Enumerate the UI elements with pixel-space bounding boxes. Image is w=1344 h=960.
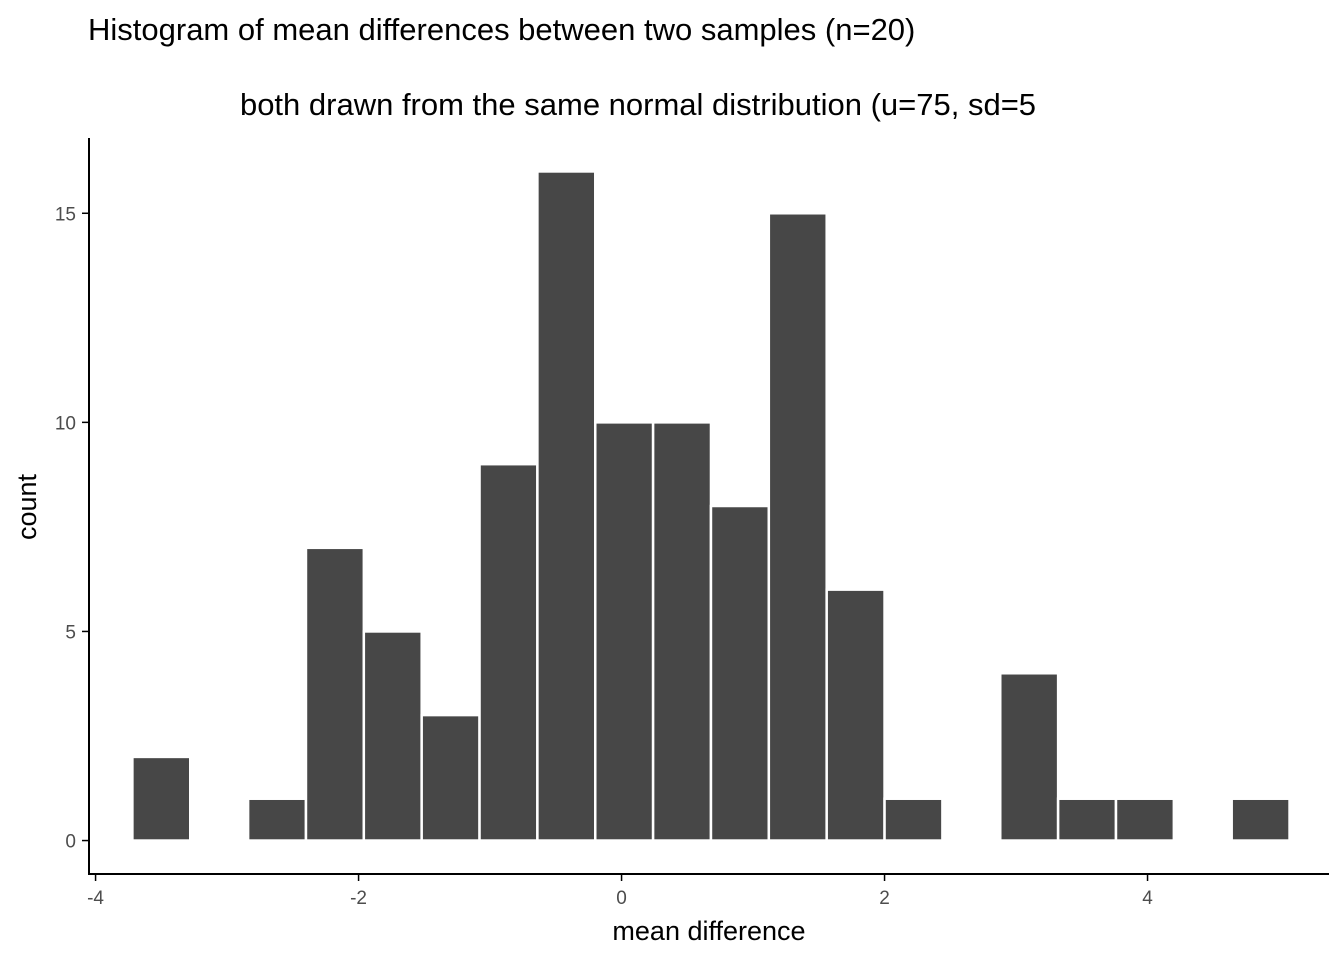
y-axis-ticks: 0 5 10 15: [55, 204, 89, 853]
histogram-bar-3: [304, 546, 366, 842]
y-axis-title: count: [12, 473, 42, 540]
chart-subtitle: both drawn from the same normal distribu…: [240, 87, 1036, 122]
histogram-bar-11: [767, 212, 828, 842]
histogram-bar-7: [536, 170, 597, 842]
histogram-bar-2: [246, 797, 308, 842]
histogram-bar-12: [825, 588, 886, 842]
x-tick-label-4: 4: [1142, 888, 1153, 909]
histogram-bar-6: [478, 462, 539, 842]
histogram-bar-13: [883, 797, 944, 842]
y-tick-label-5: 5: [65, 622, 76, 643]
x-axis-ticks: -4 -2 0 2 4: [87, 874, 1153, 909]
histogram-bar-10: [709, 504, 771, 842]
histogram-bar-19: [1230, 797, 1291, 842]
histogram-bar-4: [362, 630, 423, 842]
x-tick-label--4: -4: [87, 888, 104, 909]
y-tick-label-10: 10: [55, 413, 76, 434]
bars-layer: [131, 170, 1291, 842]
y-tick-label-15: 15: [55, 204, 76, 225]
x-tick-label-0: 0: [616, 888, 627, 909]
y-tick-label-0: 0: [65, 832, 76, 853]
x-tick-label--2: -2: [350, 888, 367, 909]
histogram-bar-0: [131, 755, 192, 842]
histogram-bar-5: [420, 713, 481, 842]
x-tick-label-2: 2: [879, 888, 890, 909]
chart-title: Histogram of mean differences between tw…: [88, 12, 915, 47]
histogram-bar-9: [651, 421, 713, 842]
histogram-bar-8: [594, 421, 655, 842]
histogram-bar-15: [999, 672, 1060, 842]
x-axis-title: mean difference: [612, 916, 805, 946]
histogram-bar-17: [1114, 797, 1176, 842]
histogram-bar-16: [1056, 797, 1118, 842]
